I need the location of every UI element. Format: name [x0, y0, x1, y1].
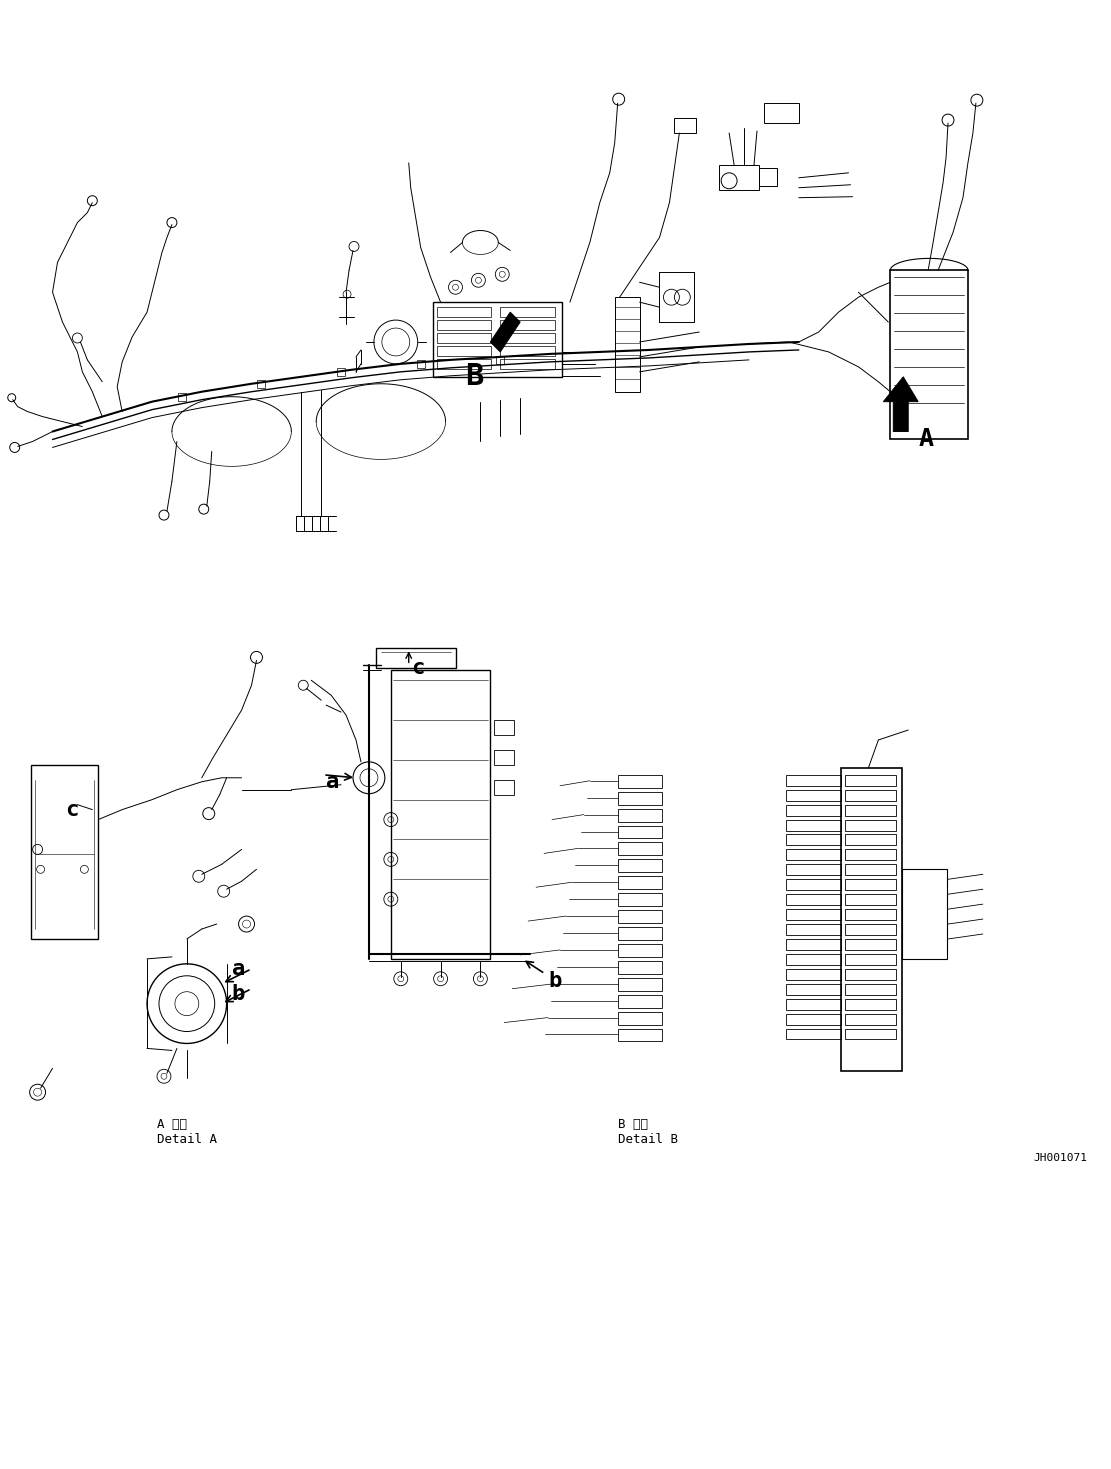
Bar [844, 909, 897, 920]
Bar [785, 953, 841, 965]
Bar [844, 864, 897, 876]
Bar [844, 849, 897, 861]
Text: c: c [66, 799, 79, 820]
Bar [785, 849, 841, 861]
Bar [618, 995, 662, 1008]
Bar [785, 1014, 841, 1024]
Bar [785, 939, 841, 950]
Bar [785, 895, 841, 905]
Bar [844, 924, 897, 934]
Bar [890, 270, 968, 439]
Bar [674, 118, 697, 134]
Text: b: b [231, 984, 246, 1003]
Bar [902, 870, 947, 959]
Bar [844, 1028, 897, 1040]
Bar [844, 774, 897, 786]
Bar [497, 355, 504, 364]
Bar [618, 911, 662, 923]
Bar [844, 895, 897, 905]
Bar [785, 820, 841, 830]
Bar [618, 792, 662, 805]
Bar [337, 367, 346, 376]
Bar [618, 774, 662, 787]
Bar [437, 347, 491, 355]
Bar [432, 303, 562, 376]
Bar [618, 927, 662, 940]
Bar [437, 358, 491, 369]
Bar [618, 1012, 662, 1024]
Bar [376, 648, 456, 668]
Bar [618, 842, 662, 855]
Bar [500, 320, 556, 331]
Bar [785, 864, 841, 876]
Text: c: c [411, 658, 424, 679]
Bar [844, 999, 897, 1009]
Bar [785, 834, 841, 846]
Bar [785, 790, 841, 801]
Bar [785, 880, 841, 890]
Bar [844, 953, 897, 965]
Bar [844, 880, 897, 890]
Bar [417, 360, 424, 367]
Text: Detail A: Detail A [157, 1133, 217, 1146]
Bar [618, 877, 662, 889]
Bar [759, 167, 777, 185]
Bar [844, 820, 897, 830]
Bar [618, 808, 662, 821]
Bar [618, 826, 662, 839]
Bar [437, 320, 491, 331]
Bar [500, 347, 556, 355]
Bar [618, 978, 662, 990]
Bar [844, 834, 897, 846]
Text: a: a [231, 959, 246, 978]
Bar [785, 909, 841, 920]
Bar [785, 984, 841, 995]
Text: b: b [548, 971, 561, 990]
Bar [785, 924, 841, 934]
Bar [844, 984, 897, 995]
Bar [500, 358, 556, 369]
Bar [494, 780, 514, 795]
Bar [618, 961, 662, 974]
Bar [764, 103, 799, 123]
Bar [785, 774, 841, 786]
Bar [618, 1028, 662, 1042]
Text: JH001071: JH001071 [1033, 1153, 1088, 1163]
Text: A 詳細: A 詳細 [157, 1118, 187, 1131]
Bar [178, 392, 186, 401]
Bar [844, 790, 897, 801]
Polygon shape [490, 311, 520, 353]
Bar [719, 165, 759, 190]
Text: a: a [327, 771, 340, 792]
Bar [618, 945, 662, 956]
Polygon shape [883, 376, 918, 432]
Bar [437, 307, 491, 317]
Text: B: B [466, 361, 483, 391]
Bar [785, 999, 841, 1009]
Bar [841, 768, 902, 1071]
Bar [844, 805, 897, 815]
Bar [391, 670, 490, 959]
Bar [31, 765, 98, 939]
Bar [785, 970, 841, 980]
Bar [500, 333, 556, 342]
Bar [614, 297, 640, 392]
Text: A: A [918, 426, 933, 451]
Bar [437, 333, 491, 342]
Bar [785, 1028, 841, 1040]
Bar [494, 720, 514, 734]
Bar [494, 749, 514, 765]
Bar [500, 307, 556, 317]
Text: Detail B: Detail B [618, 1133, 678, 1146]
Bar [785, 805, 841, 815]
Bar [618, 859, 662, 873]
Text: B 詳細: B 詳細 [618, 1118, 648, 1131]
Bar [618, 893, 662, 906]
Bar [844, 1014, 897, 1024]
Bar [258, 380, 266, 388]
Bar [844, 970, 897, 980]
Bar [844, 939, 897, 950]
